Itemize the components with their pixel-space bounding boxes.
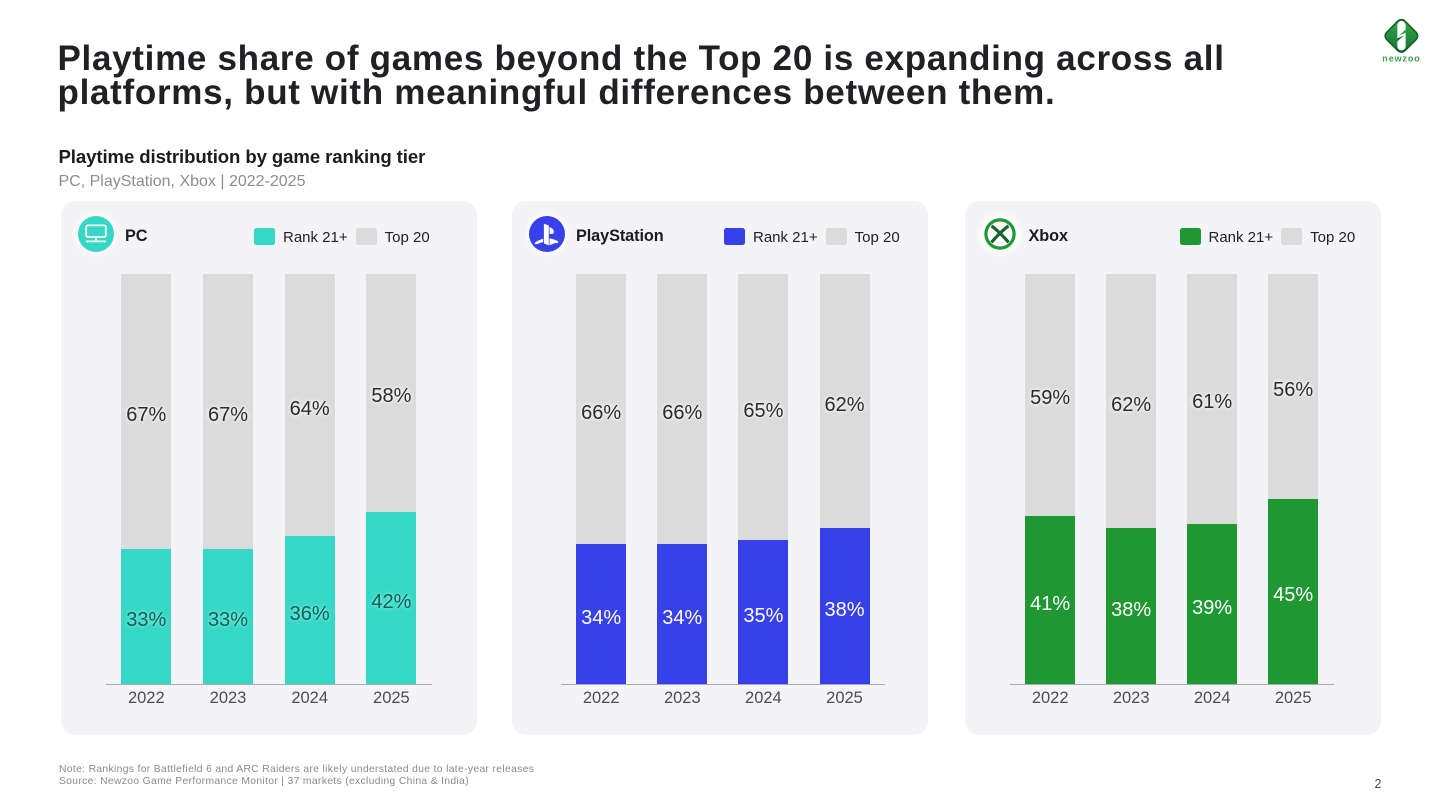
svg-text:newzoo: newzoo [1382,54,1420,64]
